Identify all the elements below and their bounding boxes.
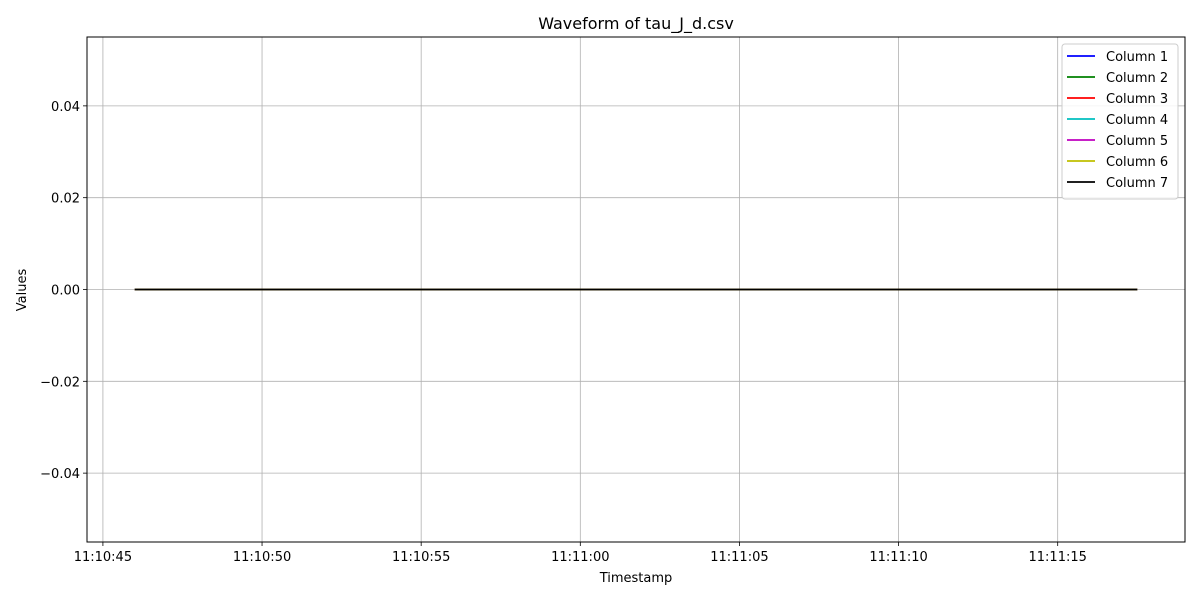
x-tick-label: 11:10:50 — [233, 550, 291, 565]
x-axis-ticks: 11:10:45 11:10:50 11:10:55 11:11:00 11:11:05… — [74, 542, 1087, 565]
legend-entry-label: Column 3 — [1106, 92, 1168, 107]
y-tick-label: 0.04 — [51, 100, 80, 115]
legend-entry-label: Column 6 — [1106, 155, 1168, 170]
y-tick-label: 0.00 — [51, 284, 80, 299]
legend-entry-label: Column 2 — [1106, 71, 1168, 86]
legend: Column 1 Column 2 Column 3 Column 4 Column 5… — [1061, 43, 1179, 200]
y-tick-label: −0.04 — [40, 467, 80, 482]
x-tick-label: 11:11:15 — [1029, 550, 1087, 565]
x-tick-label: 11:11:00 — [551, 550, 609, 565]
x-tick-label: 11:11:05 — [710, 550, 768, 565]
x-tick-label: 11:10:45 — [74, 550, 132, 565]
y-tick-label: 0.02 — [51, 192, 80, 207]
legend-entry-label: Column 5 — [1106, 134, 1168, 149]
x-tick-label: 11:11:10 — [869, 550, 927, 565]
y-tick-label: −0.02 — [40, 375, 80, 390]
y-axis-label: Values — [15, 269, 30, 312]
chart-title: Waveform of tau_J_d.csv — [538, 14, 734, 34]
y-axis-ticks: 0.04 0.02 0.00 −0.02 −0.04 — [40, 100, 87, 482]
legend-entry-label: Column 4 — [1106, 113, 1168, 128]
x-axis-label: Timestamp — [599, 571, 673, 586]
legend-entry-label: Column 1 — [1106, 50, 1168, 65]
x-tick-label: 11:10:55 — [392, 550, 450, 565]
legend-entry-label: Column 7 — [1106, 176, 1168, 191]
